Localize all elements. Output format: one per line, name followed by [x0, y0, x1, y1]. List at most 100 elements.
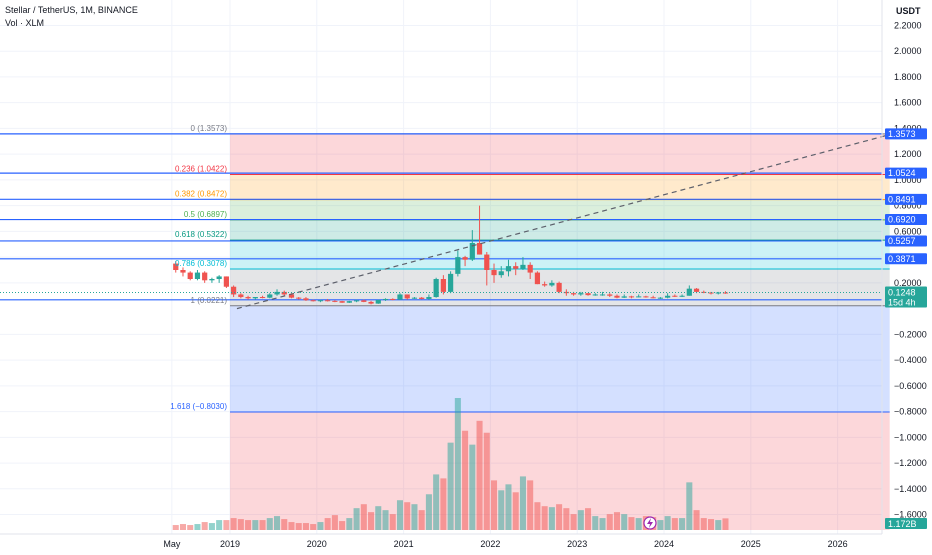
volume-bar [237, 519, 244, 530]
candle-body [180, 270, 186, 273]
candle-body [665, 295, 671, 298]
price-tick-label: −1.6000 [894, 510, 927, 520]
candle-body [209, 279, 215, 281]
candle-body [223, 276, 229, 287]
fib-level-label: 0.786 (0.3078) [175, 259, 227, 268]
lightning-icon-bolt[interactable] [647, 518, 653, 528]
volume-bar [483, 432, 490, 530]
price-tick-label: 0.8000 [894, 201, 922, 211]
candle-body [484, 254, 490, 270]
volume-bar [534, 502, 541, 530]
volume-bar [657, 520, 664, 530]
volume-bar [245, 520, 252, 530]
volume-bar [339, 521, 346, 530]
candle-body [267, 294, 273, 298]
symbol-title[interactable]: Stellar / TetherUS, 1M, BINANCE [5, 5, 138, 15]
price-tick-label: −0.2000 [894, 329, 927, 339]
candle-body [390, 298, 396, 300]
lightning-icon[interactable] [643, 516, 657, 530]
candle-body [231, 286, 237, 295]
candle-body [636, 296, 642, 298]
volume-indicator-title[interactable]: Vol · XLM [5, 18, 45, 28]
volume-badge [885, 518, 927, 529]
candle-body [520, 264, 526, 269]
price-badge-label: 1.0524 [888, 168, 916, 178]
volume-bar [469, 444, 476, 530]
volume-bar [635, 518, 642, 530]
price-tick-label: 1.2000 [894, 149, 922, 159]
time-tick-label: 2025 [741, 539, 761, 549]
volume-bar [324, 518, 331, 530]
price-badge [885, 235, 927, 247]
fib-zone [230, 219, 890, 241]
candle-body [686, 288, 692, 296]
candle-body [375, 299, 381, 304]
volume-bar [577, 510, 584, 530]
volume-bar [541, 506, 548, 530]
volume-bar [585, 508, 592, 530]
price-tick-label: 0.6000 [894, 226, 922, 236]
volume-bar [505, 484, 512, 530]
volume-bar [693, 510, 700, 530]
volume-bar [512, 492, 519, 530]
volume-bar [411, 504, 418, 530]
candle-body [549, 282, 555, 286]
candle-body [563, 291, 569, 294]
dashed-trend-line[interactable] [236, 131, 899, 310]
volume-bar [404, 502, 411, 530]
volume-bar [599, 518, 606, 530]
candle-body [491, 270, 497, 276]
candle-body [448, 273, 454, 292]
volume-bar [715, 520, 722, 530]
candle-body [296, 297, 302, 299]
volume-bar [722, 518, 729, 530]
price-badge-label: 0.5257 [888, 236, 916, 246]
price-axis[interactable]: USDT2.20002.00001.80001.60001.40001.2000… [881, 0, 927, 534]
volume-bar [613, 512, 620, 530]
volume-bar [302, 523, 309, 530]
price-tick-label: 1.8000 [894, 72, 922, 82]
candle-body [216, 276, 222, 280]
volume-bar [621, 514, 628, 530]
price-badge [885, 214, 927, 226]
fib-zone [230, 305, 890, 412]
volume-bar [498, 490, 505, 530]
time-tick-label: 2019 [220, 539, 240, 549]
price-badge [885, 193, 927, 205]
price-badge [885, 253, 927, 265]
volume-bar [519, 476, 526, 530]
candle-body [404, 294, 410, 299]
volume-bar [216, 520, 223, 530]
volume-bar [194, 524, 201, 530]
volume-bars [172, 398, 729, 530]
candle-body [332, 300, 338, 302]
candle-body [542, 284, 548, 286]
price-axis-currency: USDT [896, 6, 921, 16]
candle-body [527, 264, 533, 273]
candle-body [505, 266, 512, 272]
time-axis[interactable]: May 2019 2020 2021 2022 2023 2024 2025 2026 [0, 533, 882, 549]
candle-body [419, 297, 425, 299]
volume-bar [259, 520, 266, 530]
volume-bar [425, 494, 432, 530]
fib-zone [230, 174, 890, 200]
candle-body [701, 291, 707, 293]
candle-body [585, 293, 591, 296]
price-badge [885, 167, 927, 179]
candle-body [534, 272, 541, 285]
trend-line[interactable] [0, 131, 899, 310]
price-tick-label: 2.0000 [894, 46, 922, 56]
candle-body [643, 296, 649, 298]
volume-bar [295, 523, 302, 530]
candle-body [202, 272, 208, 281]
fib-level-label: 1.618 (−0.8030) [170, 402, 227, 411]
candle-body [469, 242, 475, 260]
candle-body [650, 297, 656, 299]
volume-bar [418, 510, 425, 530]
fib-zone [230, 240, 890, 269]
price-tick-label: −1.4000 [894, 484, 927, 494]
candle-body [245, 297, 251, 299]
horizontal-lines[interactable] [0, 133, 882, 301]
candle-body [693, 288, 700, 292]
